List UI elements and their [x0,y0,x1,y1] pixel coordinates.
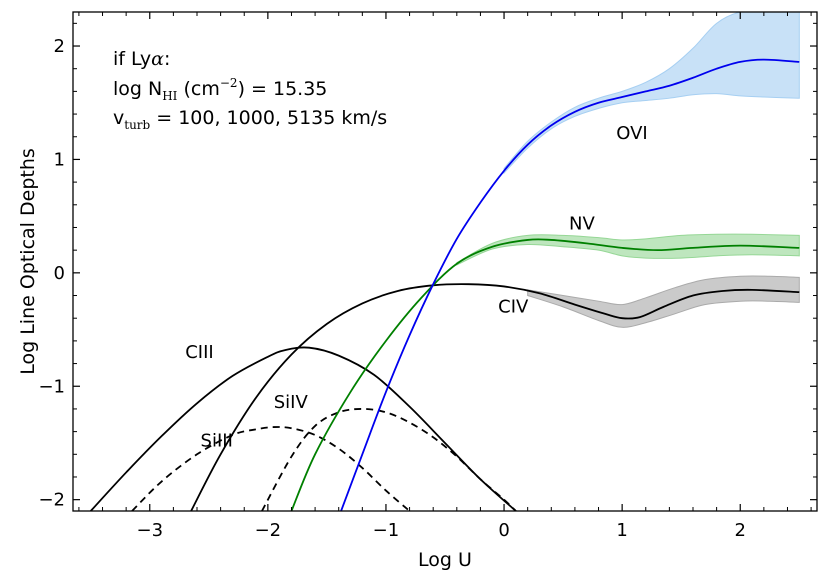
y-tick-label: 2 [54,36,65,57]
annotation-block: if Lyα: log NHI (cm−2) = 15.35 vturb = 1… [113,48,387,132]
civ-band-area [527,275,800,328]
civ-line [190,283,800,511]
annotation-line-1: if Lyα: [113,48,170,70]
annotation-line-2-unit: (cm [177,78,219,100]
x-tick-label: 0 [498,520,509,541]
annotation-line-2-sup: −2 [220,76,238,90]
ovi-band-area [503,12,800,175]
annotation-line-1-prefix: if Ly [113,48,151,70]
annotation-line-2-suffix: ) = 15.35 [238,78,328,100]
x-tick-label: −1 [373,520,400,541]
annotation-line-1-greek: α [151,48,164,70]
annotation-line-3: vturb = 100, 1000, 5135 km/s [113,107,387,132]
annotation-line-3-suffix: = 100, 1000, 5135 km/s [150,107,387,129]
uncertainty-bands [456,12,800,328]
plot-frame [72,11,818,512]
ovi-label: OVI [616,123,647,144]
annotation-line-1-suffix: : [164,48,170,70]
x-tick-label: 2 [735,520,746,541]
x-tick-label: 1 [616,520,627,541]
nv-label: NV [569,214,595,235]
ciii-label: CIII [185,342,214,363]
annotation-line-3-prefix: v [113,107,124,129]
siiv-line [261,408,517,511]
x-axis-title: Log U [418,549,472,571]
nv-band-area [456,233,800,266]
ciii-line [90,346,517,511]
y-axis-title: Log Line Optical Depths [17,148,39,375]
annotation-line-2-prefix: log N [113,78,162,100]
siiii-label: SiIII [201,430,233,451]
nv-line [290,238,800,511]
ovi-line [340,58,800,511]
curve-labels: CIII SiIII CIV SiIV NV OVI [185,123,648,451]
annotation-line-2: log NHI (cm−2) = 15.35 [113,76,327,103]
y-tick-label: −2 [38,490,65,511]
annotation-line-2-sub: HI [162,89,177,103]
annotation-line-3-sub: turb [124,118,150,132]
series-lines [90,58,800,511]
axis-ticks: −3 −2 −1 0 1 2 −2 −1 0 1 2 [38,12,817,541]
y-tick-label: 0 [54,263,65,284]
x-tick-label: −3 [136,520,163,541]
y-tick-label: −1 [38,376,65,397]
y-tick-label: 1 [54,149,65,170]
siiv-label: SiIV [274,392,309,413]
civ-label: CIV [498,297,529,318]
x-tick-label: −2 [255,520,282,541]
